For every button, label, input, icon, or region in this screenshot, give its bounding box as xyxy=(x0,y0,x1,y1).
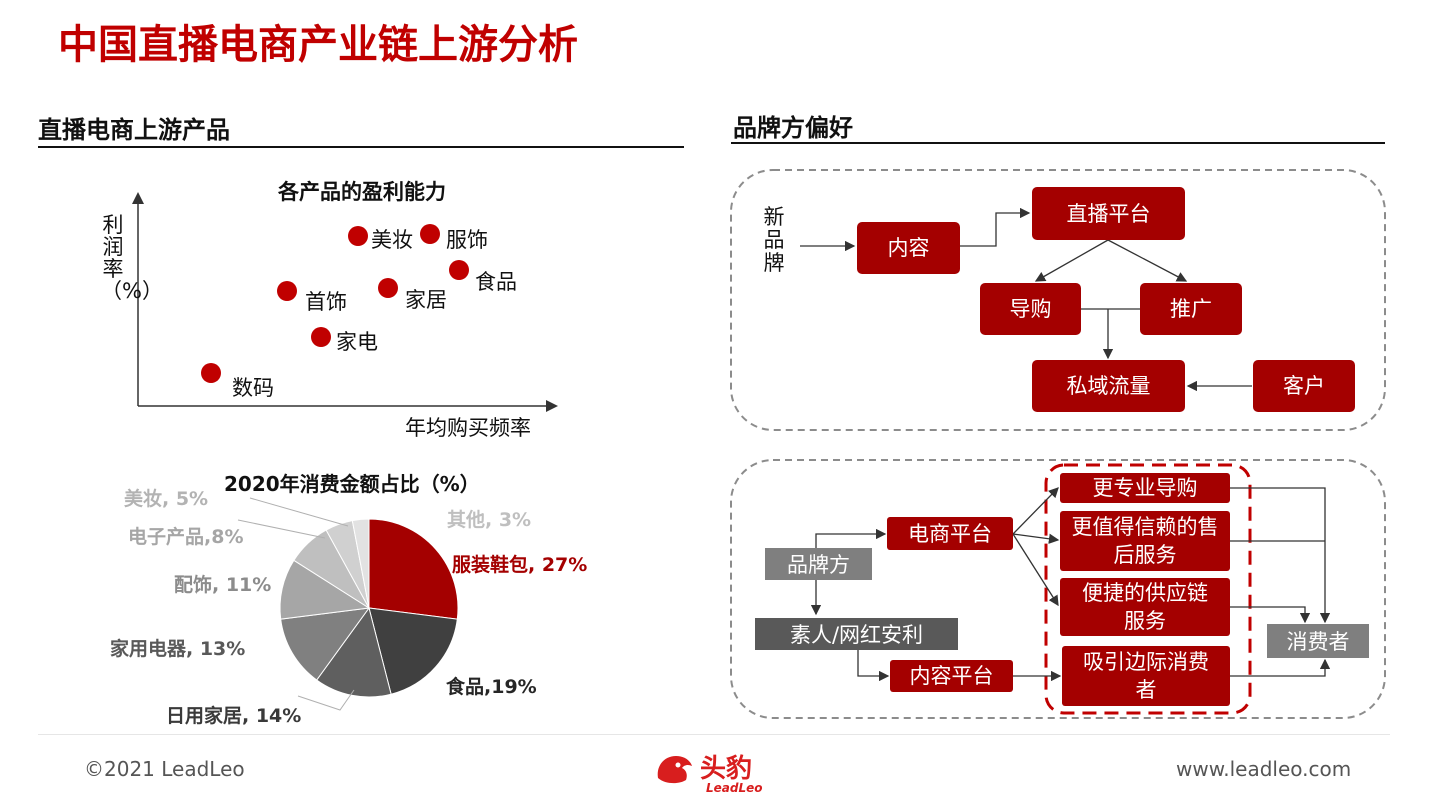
pie-label-jiadian: 家用电器, 13% xyxy=(110,638,246,660)
scatter-label-meizhuang: 美妆 xyxy=(371,228,413,252)
flow1-container xyxy=(730,169,1386,431)
pie-label-fuzhuang: 服装鞋包, 27% xyxy=(452,554,588,576)
scatter-label-shuma: 数码 xyxy=(232,376,274,400)
scatter-label-fushi: 服饰 xyxy=(446,228,488,252)
pie-label-qita: 其他, 3% xyxy=(447,509,532,531)
flow2-marginal-box: 吸引边际消费者 xyxy=(1062,646,1230,706)
flow1-guide-box: 导购 xyxy=(980,283,1081,335)
pie-slice-1 xyxy=(368,607,458,695)
scatter-x-label: 年均购买频率 xyxy=(405,416,531,440)
flow2-brand-box: 品牌方 xyxy=(765,548,872,580)
flow1-source-label: 新品牌 xyxy=(763,205,785,275)
pie-label-meizhuang: 美妆, 5% xyxy=(124,488,209,510)
pie-slice-3 xyxy=(280,607,371,681)
pie-label-riyong: 日用家居, 14% xyxy=(166,705,302,727)
flow1-private-box: 私域流量 xyxy=(1032,360,1185,412)
footer-divider xyxy=(38,734,1390,735)
scatter-label-jiaju: 家居 xyxy=(405,288,447,312)
pie-label-dianzi: 电子产品,8% xyxy=(128,526,244,548)
leadleo-logo-icon xyxy=(652,748,696,788)
scatter-title: 各产品的盈利能力 xyxy=(278,180,446,204)
right-section-title: 品牌方偏好 xyxy=(733,114,853,142)
flow2-trust-box: 更值得信赖的售后服务 xyxy=(1060,511,1230,571)
scatter-point-meizhuang xyxy=(348,226,368,246)
scatter-label-shipin: 食品 xyxy=(475,270,517,294)
flow2-container xyxy=(730,459,1386,719)
flow1-content-box: 内容 xyxy=(857,222,960,274)
scatter-label-shoushi: 首饰 xyxy=(305,290,347,314)
scatter-point-fushi xyxy=(420,224,440,244)
scatter-point-jiaju xyxy=(378,278,398,298)
left-section-rule xyxy=(38,146,684,148)
flow1-platform-box: 直播平台 xyxy=(1032,187,1185,240)
flow2-pro-box: 更专业导购 xyxy=(1060,473,1230,503)
footer-logo-en: LeadLeo xyxy=(706,781,763,795)
scatter-label-jiadian: 家电 xyxy=(336,330,378,354)
flow1-promo-box: 推广 xyxy=(1140,283,1242,335)
flow2-content-platform-box: 内容平台 xyxy=(890,660,1013,692)
page-title: 中国直播电商产业链上游分析 xyxy=(58,22,578,68)
pie-title: 2020年消费金额占比（%） xyxy=(224,472,480,496)
scatter-point-shipin xyxy=(449,260,469,280)
pie-label-peishi: 配饰, 11% xyxy=(174,574,272,596)
flow2-supply-box: 便捷的供应链服务 xyxy=(1060,578,1230,636)
flow2-highlight xyxy=(1044,463,1252,715)
left-section-title: 直播电商上游产品 xyxy=(38,116,230,144)
footer-logo-cn: 头豹 xyxy=(700,754,753,784)
footer-url[interactable]: www.leadleo.com xyxy=(1176,757,1352,781)
flow2-consumer-box: 消费者 xyxy=(1267,624,1369,658)
footer-copyright: ©2021 LeadLeo xyxy=(84,757,245,781)
pie-slice-0 xyxy=(368,518,459,620)
flow2-ecom-box: 电商平台 xyxy=(887,517,1013,550)
pie-slice-2 xyxy=(315,606,392,698)
pie-label-shipin: 食品,19% xyxy=(446,676,537,698)
flow2-kol-box: 素人/网红安利 xyxy=(755,618,958,650)
scatter-point-shuma xyxy=(201,363,221,383)
pie-slice-7 xyxy=(351,518,370,609)
scatter-point-shoushi xyxy=(277,281,297,301)
flow1-customer-box: 客户 xyxy=(1253,360,1355,412)
scatter-point-jiadian xyxy=(311,327,331,347)
right-section-rule xyxy=(731,142,1385,144)
